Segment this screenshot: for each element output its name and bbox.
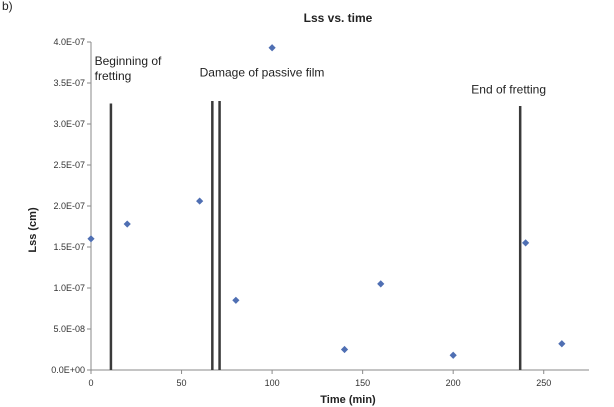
annotation-line: End of fretting: [471, 83, 546, 97]
data-point: [522, 239, 530, 247]
x-tick-label: 100: [265, 378, 280, 388]
annotation-line: fretting: [95, 69, 132, 83]
data-point: [123, 220, 131, 228]
y-tick-label: 1.5E-07: [53, 242, 85, 252]
x-tick-label: 0: [88, 378, 93, 388]
data-point: [377, 280, 385, 288]
annotations: Beginning of fretting Damage of passive fi…: [95, 54, 546, 97]
annotation-line: Beginning of: [95, 54, 162, 68]
data-point: [268, 44, 276, 52]
tick-labels: 0.0E+00 5.0E-08 1.0E-07 1.5E-07 2.0E-07 2.5E-…: [51, 37, 551, 388]
event-lines: [109, 101, 522, 370]
x-tick-label: 250: [536, 378, 551, 388]
y-tick-label: 1.0E-07: [53, 283, 85, 293]
chart-title: Lss vs. time: [304, 11, 373, 25]
x-tick-label: 150: [355, 378, 370, 388]
panel-label: b): [2, 0, 13, 13]
annotation-label: Damage of passive film: [200, 65, 325, 79]
data-points: [87, 44, 566, 359]
y-tick-label: 5.0E-08: [53, 324, 85, 334]
x-axis-label: Time (min): [320, 394, 376, 406]
data-point: [196, 197, 204, 205]
y-tick-label: 3.5E-07: [53, 78, 85, 88]
y-tick-label: 3.0E-07: [53, 119, 85, 129]
axes: [87, 41, 589, 374]
y-tick-label: 2.0E-07: [53, 201, 85, 211]
y-tick-label: 2.5E-07: [53, 160, 85, 170]
data-point: [87, 235, 95, 243]
y-tick-label: 0.0E+00: [51, 365, 85, 375]
data-point: [449, 351, 457, 359]
data-point: [340, 345, 349, 354]
x-tick-label: 50: [177, 378, 187, 388]
y-axis-label: Lss (cm): [27, 207, 39, 253]
annotation-line: Damage of passive film: [200, 65, 325, 79]
data-point: [558, 340, 566, 348]
data-point: [232, 296, 240, 304]
annotation-label: Beginning of fretting: [95, 54, 162, 83]
annotation-label: End of fretting: [471, 83, 546, 97]
y-tick-label: 4.0E-07: [53, 37, 85, 47]
x-tick-label: 200: [446, 378, 461, 388]
